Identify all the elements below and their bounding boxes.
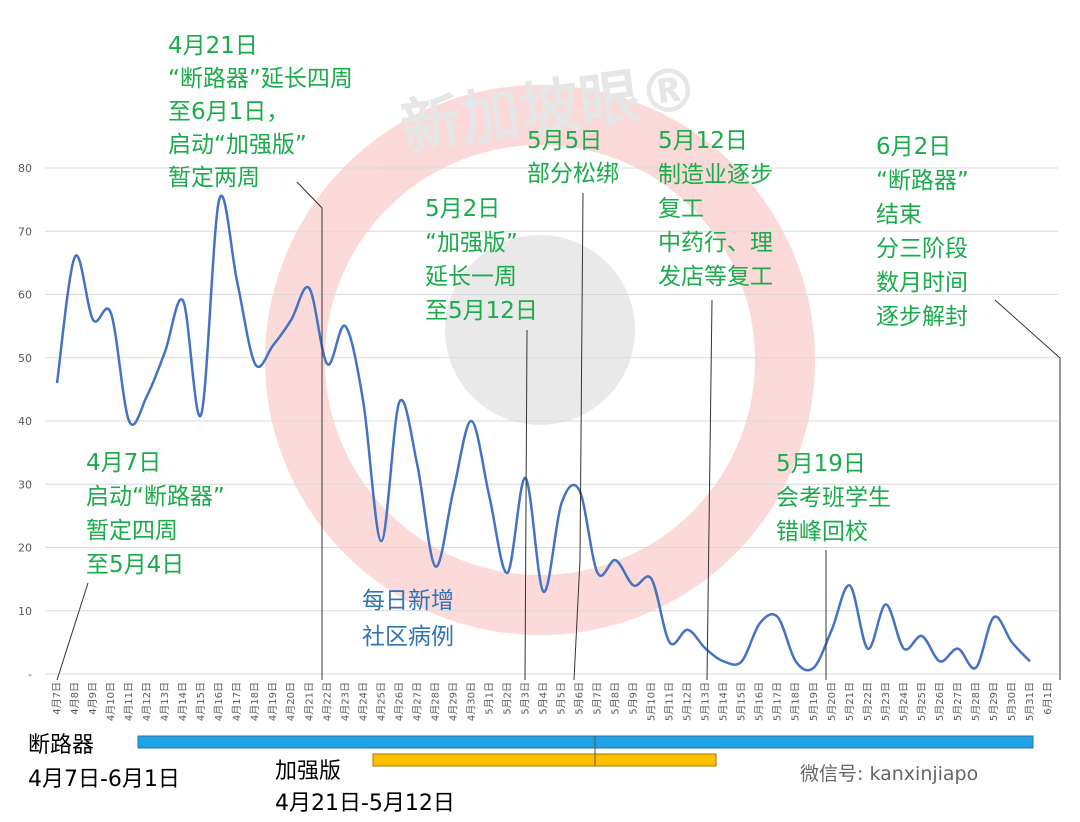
period-bar <box>372 753 717 767</box>
annotation: 5月19日 会考班学生 错峰回校 <box>776 451 898 545</box>
y-tick-label: - <box>28 668 32 681</box>
plot: - 10 20 30 40 50 60 70 80 4月7日 4月8日 4月9日 4月10日 4月11日 4… <box>18 162 1058 721</box>
x-tick-label: 4月22日 <box>321 682 333 721</box>
x-tick-label: 5月12日 <box>682 682 694 721</box>
wechat-id: 微信号: kanxinjiapo <box>800 763 978 785</box>
period-name: 断路器 <box>28 733 94 758</box>
x-tick-label: 5月15日 <box>736 682 748 721</box>
x-tick-label: 5月13日 <box>700 682 712 721</box>
period-bars: 断路器 4月7日-6月1日 加强版 4月21日-5月12日 <box>28 733 1034 816</box>
x-tick-label: 4月19日 <box>267 682 279 721</box>
x-tick-label: 4月7日 <box>51 682 63 715</box>
x-tick-label: 5月9日 <box>628 682 640 715</box>
series-label: 每日新增 社区病例 <box>362 588 461 650</box>
y-tick-label: 20 <box>18 542 32 555</box>
leader-lines <box>56 181 1061 681</box>
period-range: 4月21日-5月12日 <box>275 791 455 816</box>
x-tick-label: 5月26日 <box>934 682 946 721</box>
x-tick-label: 5月22日 <box>862 682 874 721</box>
x-tick-label: 4月26日 <box>393 682 405 721</box>
x-tick-label: 4月21日 <box>303 682 315 721</box>
y-tick-label: 70 <box>18 225 32 238</box>
x-tick-label: 4月28日 <box>429 682 441 721</box>
x-tick-label: 5月20日 <box>826 682 838 721</box>
x-tick-label: 5月18日 <box>790 682 802 721</box>
x-tick-label: 4月17日 <box>231 682 243 721</box>
x-tick-label: 4月15日 <box>195 682 207 721</box>
x-tick-label: 5月4日 <box>537 682 549 715</box>
y-tick-label: 50 <box>18 352 32 365</box>
x-tick-label: 4月18日 <box>249 682 261 721</box>
x-tick-label: 4月8日 <box>69 682 81 715</box>
x-tick-label: 5月23日 <box>880 682 892 721</box>
x-tick-label: 5月6日 <box>574 682 586 715</box>
x-tick-label: 5月7日 <box>592 682 604 715</box>
x-tick-label: 5月5日 <box>556 682 568 715</box>
y-tick-label: 30 <box>18 478 32 491</box>
annotation: 5月2日 “加强版” 延长一周 至5月12日 <box>425 196 538 324</box>
x-tick-label: 4月9日 <box>87 682 99 715</box>
x-tick-label: 5月31日 <box>1024 682 1036 721</box>
annotation: 4月21日 “断路器”延长四周 至6月1日， 启动“加强版” 暂定两周 <box>168 33 360 191</box>
x-tick-label: 5月17日 <box>772 682 784 721</box>
x-tick-label: 5月10日 <box>646 682 658 721</box>
period-bar <box>137 735 1034 749</box>
period-range: 4月7日-6月1日 <box>28 767 180 792</box>
x-tick-label: 6月1日 <box>1042 682 1054 715</box>
x-tick-label: 5月1日 <box>483 682 495 715</box>
data-line <box>55 194 1031 672</box>
x-tick-label: 5月28日 <box>970 682 982 721</box>
x-tick-label: 4月24日 <box>357 682 369 721</box>
x-tick-label: 5月16日 <box>754 682 766 721</box>
x-tick-label: 4月10日 <box>105 682 117 721</box>
period-name: 加强版 <box>275 759 341 784</box>
x-tick-label: 5月25日 <box>916 682 928 721</box>
y-tick-label: 80 <box>18 162 32 175</box>
x-tick-label: 5月2日 <box>501 682 513 715</box>
x-tick-label: 4月11日 <box>123 682 135 721</box>
annotation: 4月7日 启动“断路器” 暂定四周 至5月4日 <box>86 450 232 578</box>
x-tick-label: 5月3日 <box>519 682 531 715</box>
x-tick-label: 4月13日 <box>159 682 171 721</box>
annotation: 5月5日 部分松绑 <box>527 128 619 187</box>
x-tick-label: 4月16日 <box>213 682 225 721</box>
x-tick-label: 5月21日 <box>844 682 856 721</box>
x-tick-label: 5月8日 <box>610 682 622 715</box>
annotation: 6月2日 “断路器” 结束 分三阶段 数月时间 逐步解封 <box>876 134 976 330</box>
x-tick-label: 4月20日 <box>285 682 297 721</box>
x-tick-label: 5月27日 <box>952 682 964 721</box>
x-tick-label: 5月14日 <box>718 682 730 721</box>
watermark: 新加坡眼® <box>265 53 815 635</box>
x-tick-label: 5月24日 <box>898 682 910 721</box>
x-tick-label: 5月29日 <box>988 682 1000 721</box>
x-tick-label: 4月30日 <box>465 682 477 721</box>
x-tick-label: 4月25日 <box>375 682 387 721</box>
y-tick-label: 40 <box>18 415 32 428</box>
x-tick-label: 4月27日 <box>411 682 423 721</box>
x-tick-label: 5月30日 <box>1006 682 1018 721</box>
x-tick-label: 4月29日 <box>447 682 459 721</box>
x-tick-label: 4月14日 <box>177 682 189 721</box>
x-tick-label: 5月11日 <box>664 682 676 721</box>
x-tick-label: 4月12日 <box>141 682 153 721</box>
x-tick-label: 4月23日 <box>339 682 351 721</box>
y-tick-label: 10 <box>18 605 32 618</box>
x-tick-label: 5月19日 <box>808 682 820 721</box>
y-tick-label: 60 <box>18 289 32 302</box>
annotation: 5月12日 制造业逐步 复工 中药行、理 发店等复工 <box>658 128 780 290</box>
